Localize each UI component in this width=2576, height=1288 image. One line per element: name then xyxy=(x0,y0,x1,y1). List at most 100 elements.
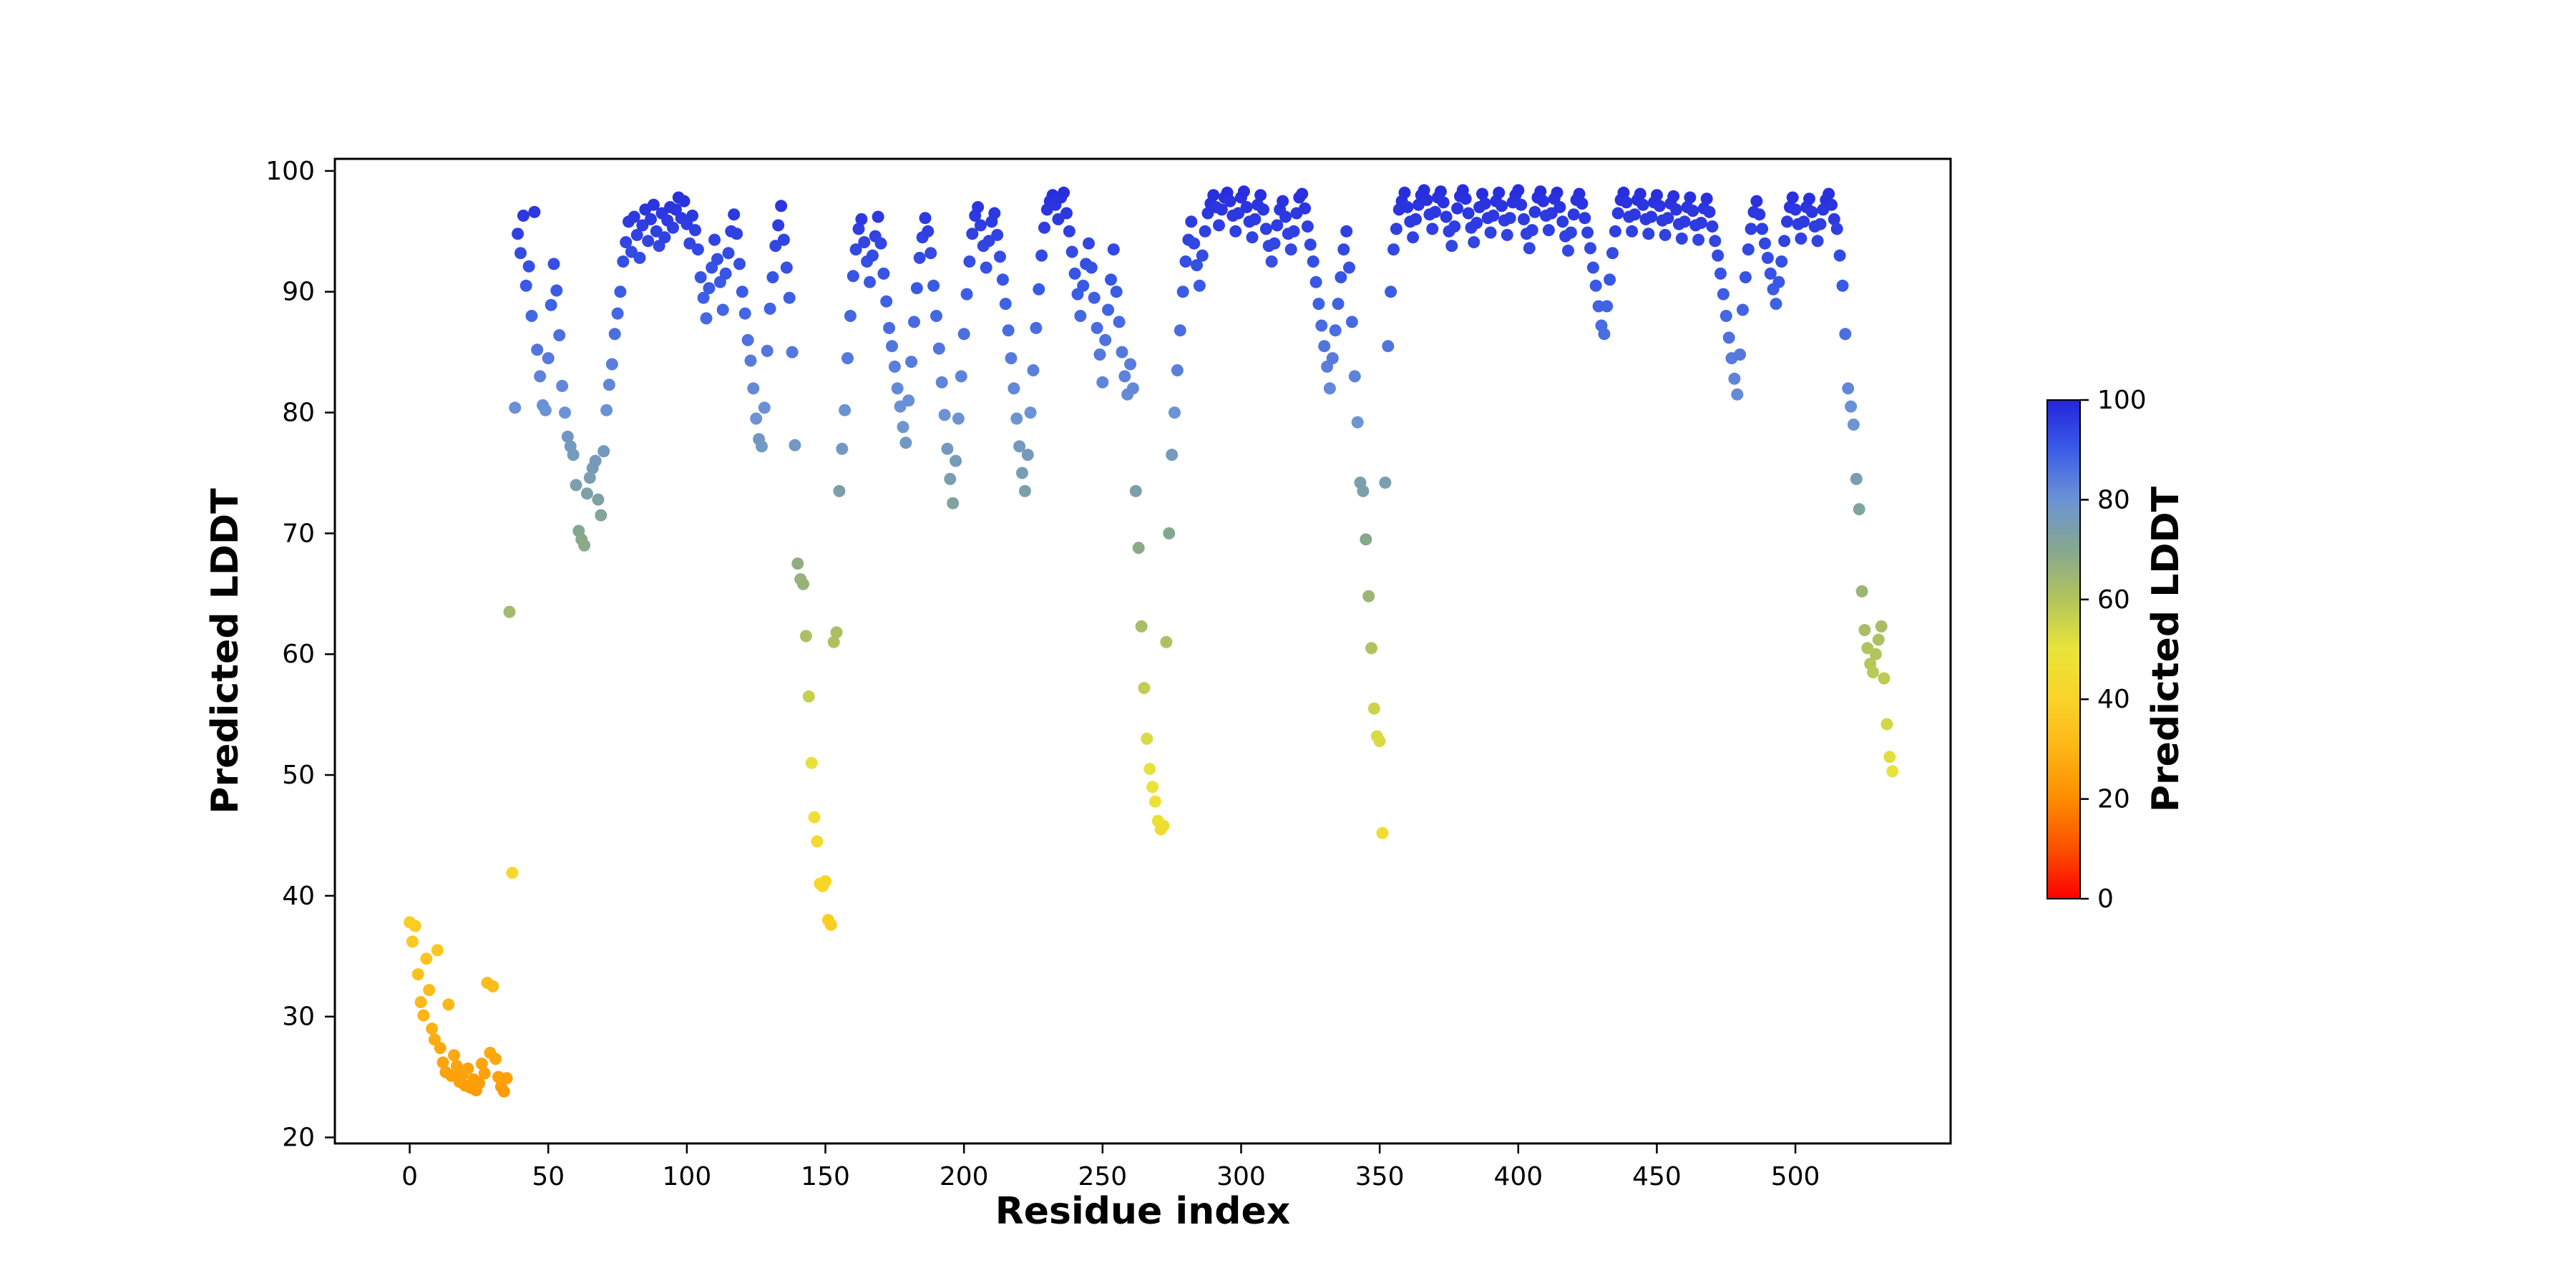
data-point xyxy=(1132,542,1145,555)
data-point xyxy=(924,247,937,260)
data-point xyxy=(411,968,424,981)
data-point xyxy=(731,228,743,240)
data-point xyxy=(1312,298,1325,311)
data-point xyxy=(1847,418,1860,431)
data-point xyxy=(628,210,640,223)
data-point xyxy=(1323,382,1336,395)
colorbar-tick-label: 40 xyxy=(2097,685,2130,714)
data-point xyxy=(1021,449,1034,462)
data-point xyxy=(883,321,896,334)
y-tick-label: 100 xyxy=(265,157,315,186)
data-point xyxy=(1096,376,1109,389)
y-tick-label: 60 xyxy=(282,640,315,669)
data-point xyxy=(927,279,940,292)
data-point xyxy=(991,228,1004,241)
data-point xyxy=(935,376,948,389)
data-point xyxy=(1805,205,1818,218)
data-point xyxy=(1617,186,1630,199)
data-point xyxy=(658,231,671,244)
data-point xyxy=(1833,249,1846,262)
data-point xyxy=(694,271,707,283)
data-point xyxy=(1085,261,1098,274)
data-point xyxy=(1556,215,1569,228)
data-point xyxy=(426,1023,439,1035)
data-point xyxy=(1759,237,1771,250)
data-point xyxy=(1038,221,1050,234)
data-point xyxy=(1839,328,1852,341)
data-point xyxy=(1670,203,1683,216)
colorbar-label: Predicted LDDT xyxy=(2145,486,2187,812)
data-point xyxy=(1584,242,1596,255)
data-point xyxy=(462,1062,474,1075)
data-point xyxy=(1207,189,1220,202)
data-point xyxy=(1706,220,1719,233)
data-point xyxy=(1148,795,1161,808)
data-point xyxy=(1551,186,1563,199)
data-point xyxy=(420,952,433,965)
data-point xyxy=(647,198,660,211)
data-point xyxy=(553,329,566,341)
x-tick-label: 500 xyxy=(1771,1162,1820,1191)
data-point xyxy=(802,690,815,703)
data-point xyxy=(1398,186,1411,199)
data-point xyxy=(559,406,571,419)
data-point xyxy=(1174,324,1186,337)
data-point xyxy=(938,409,951,421)
data-point xyxy=(1030,321,1043,334)
data-point xyxy=(514,247,527,260)
data-point xyxy=(503,605,516,618)
data-point xyxy=(1110,286,1123,298)
data-point xyxy=(1284,243,1297,256)
data-point xyxy=(1634,187,1646,200)
data-point xyxy=(1586,261,1599,274)
data-point xyxy=(1124,358,1137,371)
data-point xyxy=(1745,223,1757,235)
data-point xyxy=(1060,207,1073,220)
data-point xyxy=(1880,718,1893,731)
data-point xyxy=(1573,187,1586,200)
data-point xyxy=(799,630,812,643)
data-point xyxy=(1088,291,1101,304)
data-point xyxy=(602,379,615,391)
data-point xyxy=(1171,364,1184,376)
data-point xyxy=(525,310,538,322)
data-point xyxy=(913,251,926,264)
x-tick-label: 400 xyxy=(1493,1162,1543,1191)
data-point xyxy=(849,243,862,256)
data-point xyxy=(545,298,557,311)
data-point xyxy=(1326,352,1339,365)
data-point xyxy=(1340,225,1353,238)
data-point xyxy=(1083,237,1095,250)
data-point xyxy=(1528,205,1541,218)
x-tick-label: 50 xyxy=(532,1162,565,1191)
data-point xyxy=(608,328,621,341)
data-point xyxy=(780,261,793,274)
data-point xyxy=(1869,648,1882,660)
data-point xyxy=(789,439,801,452)
data-point xyxy=(955,370,967,383)
data-point xyxy=(1739,271,1752,283)
data-point xyxy=(905,356,918,369)
data-point xyxy=(1772,275,1785,288)
data-point xyxy=(1426,223,1439,235)
data-point xyxy=(1742,243,1755,256)
data-point xyxy=(932,342,945,355)
data-point xyxy=(1645,210,1658,223)
data-point xyxy=(1373,735,1386,748)
data-point xyxy=(1620,196,1633,209)
data-point xyxy=(561,430,574,443)
data-point xyxy=(1684,191,1697,204)
data-point xyxy=(478,1067,491,1080)
data-point xyxy=(1246,231,1259,244)
data-point xyxy=(1315,319,1328,332)
data-point xyxy=(786,346,799,358)
data-point xyxy=(728,208,741,221)
data-point xyxy=(811,835,824,848)
data-point xyxy=(1830,223,1843,235)
data-point xyxy=(1102,303,1115,316)
data-point xyxy=(1501,228,1513,241)
data-point xyxy=(1770,298,1782,311)
x-tick-label: 100 xyxy=(663,1162,712,1191)
data-point xyxy=(583,472,596,484)
